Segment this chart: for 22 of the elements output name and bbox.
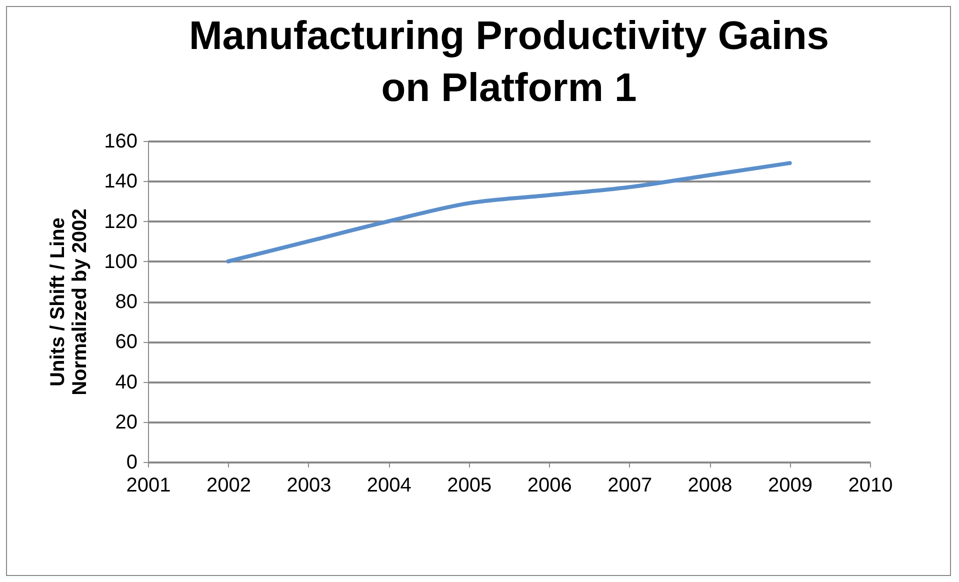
chart-title: Manufacturing Productivity Gains on Platform 1: [188, 14, 830, 110]
y-tick-label: 160: [104, 130, 138, 152]
x-tick-label: 2006: [527, 474, 572, 496]
y-tick-label: 80: [115, 291, 138, 313]
x-tick-label: 2002: [206, 474, 251, 496]
x-tick-label: 2008: [688, 474, 732, 496]
y-tick-label: 120: [104, 210, 138, 233]
y-tick-label: 100: [104, 250, 138, 273]
line-series: [226, 161, 792, 264]
y-tick-label: 140: [104, 170, 138, 193]
x-tick-label: 2010: [848, 474, 893, 496]
x-tick-label: 2004: [366, 474, 412, 496]
x-tick-label: 2001: [126, 474, 171, 496]
x-tick-label: 2007: [608, 474, 652, 496]
y-tick-label: 60: [115, 331, 138, 354]
x-tick-label: 2005: [447, 474, 492, 496]
y-tick-label: 0: [126, 452, 138, 474]
x-tick-label: 2009: [768, 474, 813, 496]
y-tick-label: 40: [115, 371, 138, 394]
x-tick-label: 2003: [286, 474, 332, 496]
y-tick-label: 20: [115, 411, 138, 434]
y-axis-title: Units / Shift / Line Normalized by 2002: [47, 208, 92, 396]
